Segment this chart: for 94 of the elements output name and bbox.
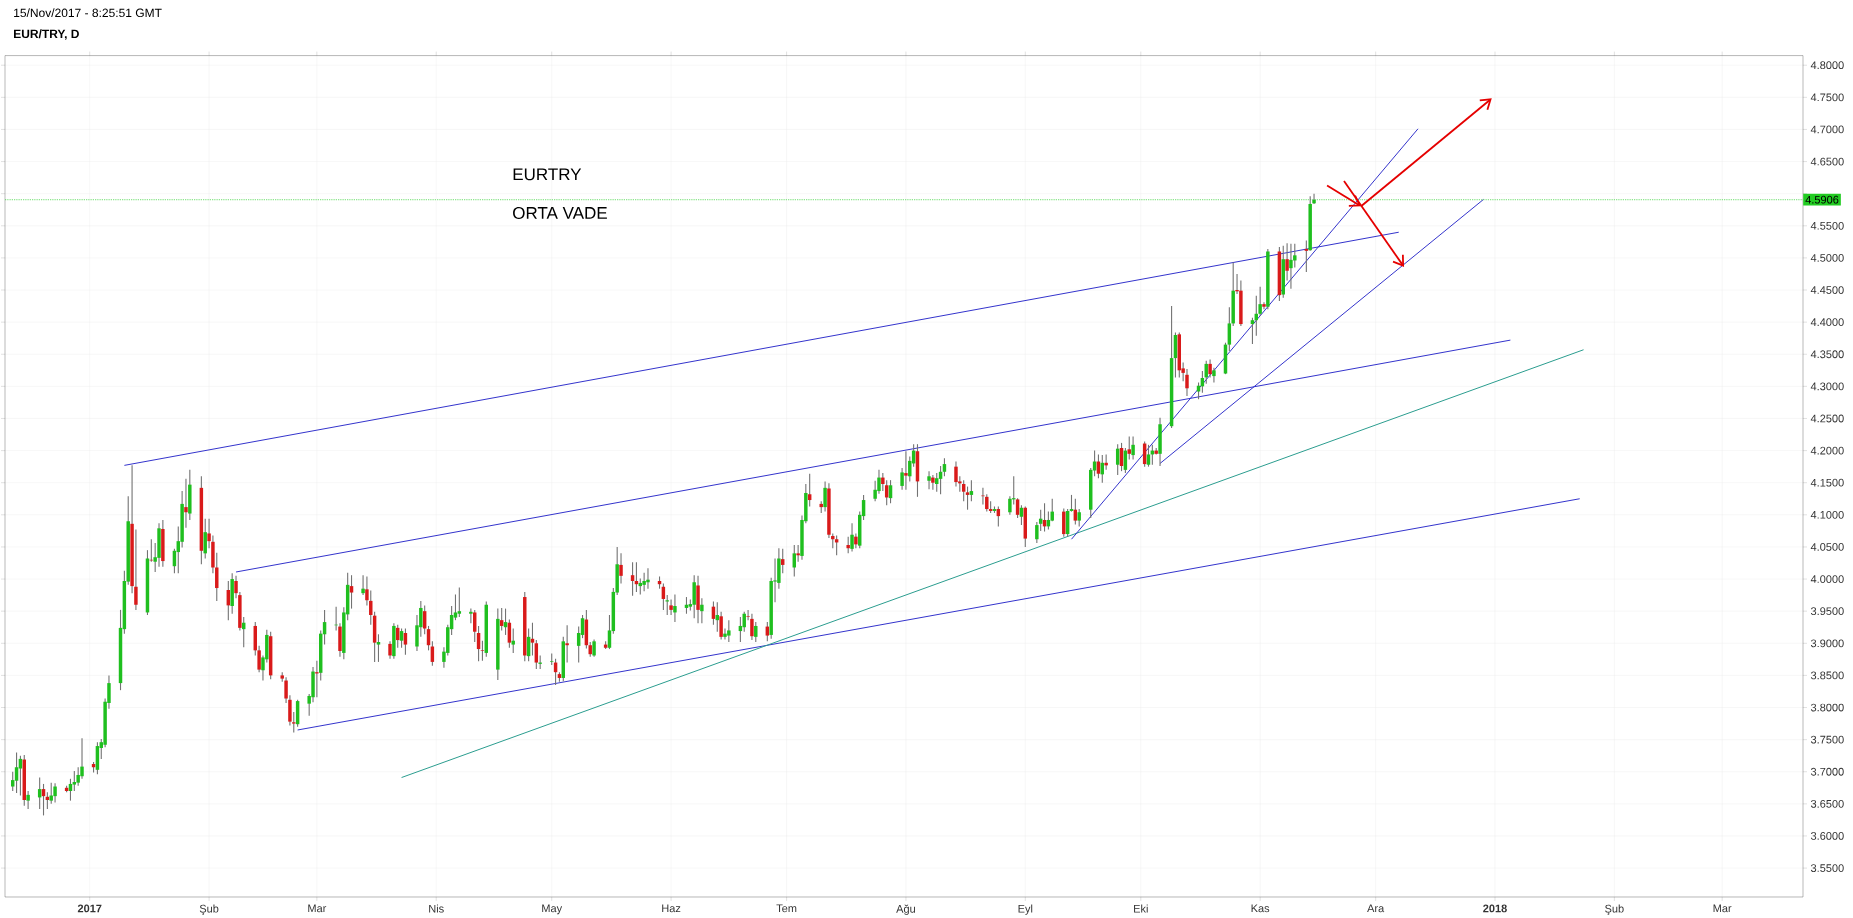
y-tick-label: 3.6500 xyxy=(1810,799,1844,808)
candlestick xyxy=(10,771,15,792)
x-tick-label: Mar xyxy=(308,904,327,913)
x-tick-label: Eki xyxy=(1134,904,1148,913)
y-tick-label: 3.7000 xyxy=(1810,767,1844,776)
candlestick xyxy=(399,627,404,649)
candlestick xyxy=(49,782,53,805)
y-tick-label: 4.0000 xyxy=(1810,575,1844,583)
candlestick xyxy=(727,619,731,643)
candlestick xyxy=(1015,497,1020,519)
candlestick xyxy=(72,770,77,792)
candlestick xyxy=(1289,243,1293,290)
x-tick-label: 2018 xyxy=(1483,904,1507,913)
candlestick xyxy=(619,552,623,585)
y-tick-label: 3.8500 xyxy=(1810,671,1844,680)
candlestick xyxy=(480,640,485,662)
candlestick xyxy=(565,624,569,664)
candlestick xyxy=(927,470,931,490)
annotation: EURTRY xyxy=(513,168,582,181)
y-tick-label: 4.3500 xyxy=(1810,350,1844,359)
x-tick-label: Nis xyxy=(429,904,444,913)
ref-line-label: 4.5906 xyxy=(1805,195,1839,204)
candlestick xyxy=(184,478,188,529)
candlestick xyxy=(850,522,854,552)
y-tick-label: 4.0500 xyxy=(1810,543,1844,551)
y-tick-label: 4.4500 xyxy=(1810,286,1844,294)
candlestick xyxy=(965,486,970,511)
x-tick-label: 2017 xyxy=(77,904,102,913)
annotation: ORTA VADE xyxy=(513,206,607,219)
candlestick xyxy=(823,480,827,513)
candlestick xyxy=(361,574,365,596)
candlestick xyxy=(1146,444,1151,468)
candlestick xyxy=(376,633,381,663)
candlestick xyxy=(796,544,800,563)
y-tick-label: 3.6000 xyxy=(1810,832,1844,840)
x-tick-label: Şub xyxy=(1605,904,1624,915)
x-tick-label: Ağu xyxy=(896,904,915,915)
candlestick xyxy=(349,574,354,610)
candlestick xyxy=(469,608,473,624)
y-tick-label: 4.7000 xyxy=(1810,125,1844,134)
candlestick xyxy=(630,561,635,597)
candlestick xyxy=(1131,435,1135,461)
y-tick-label: 3.8000 xyxy=(1810,703,1844,712)
candlestick xyxy=(969,479,974,502)
candlestick xyxy=(692,574,696,619)
x-tick-label: Eyl xyxy=(1018,904,1033,915)
x-tick-label: Şub xyxy=(199,904,219,915)
candlestick xyxy=(1062,507,1066,538)
candlestick xyxy=(807,473,812,508)
candlestick xyxy=(954,460,958,488)
y-tick-label: 4.5500 xyxy=(1810,221,1844,230)
y-tick-label: 4.1000 xyxy=(1810,510,1844,519)
y-tick-label: 3.9500 xyxy=(1810,607,1844,616)
candlestick xyxy=(1262,301,1266,310)
candlestick xyxy=(472,609,477,643)
candlestick xyxy=(422,604,427,635)
candlestick xyxy=(673,593,677,623)
candlestick xyxy=(750,613,754,641)
x-tick-label: Ara xyxy=(1367,904,1385,913)
candlestick xyxy=(854,532,858,549)
chart-subtitle: 15/Nov/2017 - 8:25:51 GMT xyxy=(14,8,162,18)
x-tick-label: Kas xyxy=(1251,904,1270,913)
candlestick xyxy=(457,586,462,618)
y-tick-label: 3.9000 xyxy=(1810,639,1844,648)
candlestick xyxy=(530,622,535,657)
y-tick-label: 3.5500 xyxy=(1810,864,1844,872)
candlestick xyxy=(1250,317,1255,345)
x-tick-label: May xyxy=(542,904,563,915)
x-tick-label: Mar xyxy=(1713,904,1732,913)
y-tick-label: 4.2500 xyxy=(1810,414,1844,423)
y-tick-label: 4.6500 xyxy=(1810,157,1844,166)
candlestick xyxy=(315,660,319,698)
candlestick xyxy=(642,572,646,592)
y-tick-label: 4.7500 xyxy=(1810,93,1844,102)
y-tick-label: 4.4000 xyxy=(1810,318,1844,327)
candlestick xyxy=(781,548,785,574)
y-tick-label: 4.2000 xyxy=(1810,446,1844,455)
candlestick xyxy=(1127,435,1131,461)
candlestick xyxy=(499,607,504,631)
candlestick xyxy=(53,782,57,804)
x-tick-label: Tem xyxy=(776,904,797,913)
chart-title: EUR/TRY, D xyxy=(14,29,79,40)
y-tick-label: 4.3000 xyxy=(1810,382,1844,391)
candlestick xyxy=(430,640,435,667)
y-tick-label: 4.1500 xyxy=(1810,478,1844,487)
candlestick xyxy=(931,474,935,491)
y-tick-label: 4.8000 xyxy=(1810,61,1844,70)
candlestick xyxy=(18,755,23,797)
candlestick xyxy=(935,472,939,493)
candlestick xyxy=(403,627,408,656)
candlestick xyxy=(904,450,908,491)
x-tick-label: Haz xyxy=(662,904,681,913)
y-tick-label: 4.5000 xyxy=(1810,254,1844,262)
y-tick-label: 3.7500 xyxy=(1810,735,1844,744)
